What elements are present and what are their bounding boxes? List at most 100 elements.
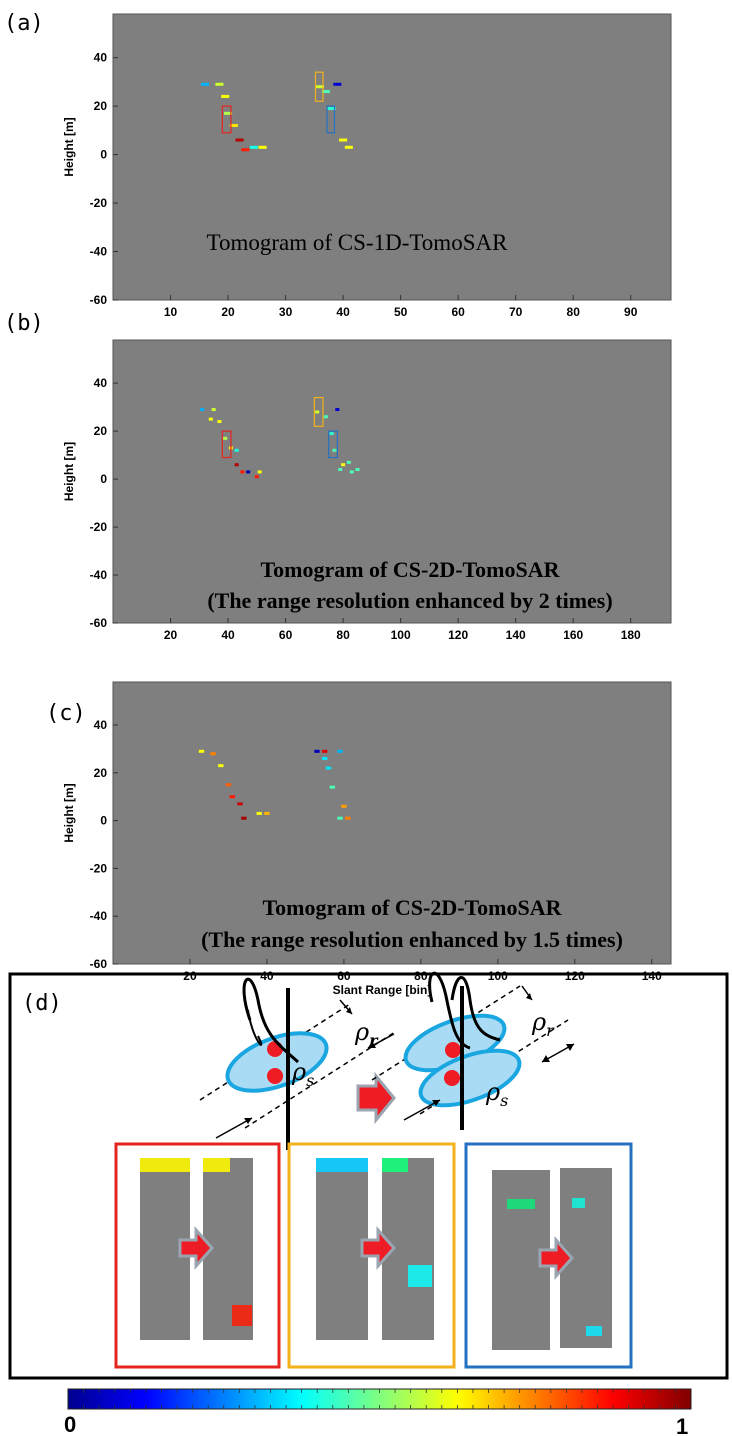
- caption-b-line1: Tomogram of CS-2D-TomoSAR: [260, 557, 560, 582]
- highlight-box-orange: [313, 396, 324, 427]
- panel-letter-a: (a): [4, 11, 44, 36]
- tomogram-plot-c: -60 -40 -20 0 20 40 20 40 60 80 100 120 140 Height [m…: [62, 681, 672, 997]
- zoom-box-blue: [464, 1142, 633, 1369]
- scatter-point: [355, 468, 360, 472]
- y-tick-label: -60: [90, 293, 108, 307]
- scatter-point: [344, 145, 353, 149]
- y-tick-label: -40: [90, 568, 108, 582]
- response-curve: [428, 971, 471, 1050]
- caption-c-line1: Tomogram of CS-2D-TomoSAR: [262, 895, 562, 920]
- highlight-box-red: [221, 105, 232, 134]
- y-tick-label: -40: [90, 245, 108, 259]
- zoom-box-orange: [287, 1142, 456, 1369]
- scatter-point: [325, 766, 332, 770]
- scatter-point: [329, 432, 334, 436]
- x-tick-label: 70: [509, 305, 523, 319]
- scatterer-dot: [267, 1041, 283, 1057]
- scatter-point: [346, 460, 351, 464]
- x-tick-label: 100: [488, 969, 508, 983]
- scatter-point: [257, 470, 262, 474]
- scatter-point: [329, 785, 336, 789]
- scatter-point: [217, 420, 222, 424]
- scatter-point: [249, 145, 258, 149]
- y-tick-label: -20: [90, 196, 108, 210]
- rho-r-symbol: ρr: [354, 1018, 379, 1050]
- x-tick-label: 100: [391, 628, 411, 642]
- y-tick-label: 40: [94, 376, 108, 390]
- plot-area: [112, 681, 672, 965]
- scatter-point: [215, 82, 224, 86]
- scatter-point: [345, 816, 351, 820]
- y-tick-label: 0: [100, 472, 107, 486]
- x-tick-label: 80: [567, 305, 581, 319]
- y-tick-label: 40: [94, 51, 108, 65]
- x-tick-label: 180: [621, 628, 641, 642]
- scatter-point: [338, 468, 343, 472]
- scatter-point: [211, 408, 216, 412]
- scatter-point: [254, 475, 259, 479]
- resolution-ellipse: [225, 1031, 329, 1093]
- caption-c-line2: (The range resolution enhanced by 1.5 ti…: [201, 927, 623, 952]
- scatter-point: [208, 417, 213, 421]
- y-tick-label: -60: [90, 957, 108, 971]
- y-tick-label: -40: [90, 909, 108, 923]
- scatter-point: [315, 410, 320, 414]
- scatter-point: [234, 448, 239, 452]
- scatter-point: [321, 756, 328, 760]
- y-tick-label: 40: [94, 718, 108, 732]
- scatter-point: [229, 795, 235, 799]
- x-tick-label: 80: [414, 969, 428, 983]
- x-tick-label: 10: [164, 305, 178, 319]
- scatter-point: [225, 783, 232, 787]
- scatter-point: [246, 470, 251, 474]
- x-axis-label: Slant Range [bin]: [333, 983, 432, 997]
- schematic-frame: [8, 972, 729, 1380]
- x-tick-label: 40: [260, 969, 274, 983]
- x-tick-label: 80: [336, 628, 350, 642]
- y-tick-label: -20: [90, 861, 108, 875]
- y-axis-label: Height [m]: [62, 442, 76, 501]
- scatter-point: [229, 123, 238, 127]
- y-tick-label: 0: [100, 814, 107, 828]
- scatter-point: [349, 470, 354, 474]
- x-tick-label: 50: [394, 305, 408, 319]
- response-curve: [450, 976, 501, 1042]
- panel-letter-b: (b): [4, 311, 44, 336]
- x-tick-label: 120: [565, 969, 585, 983]
- x-tick-label: 160: [563, 628, 583, 642]
- scatterer-dot: [267, 1068, 283, 1084]
- highlight-box-orange: [314, 71, 324, 102]
- x-tick-label: 60: [337, 969, 351, 983]
- scatter-point: [200, 408, 205, 412]
- colorbar-max-label: 1: [676, 1414, 688, 1436]
- scatter-point: [198, 749, 205, 753]
- scatter-point: [314, 749, 320, 753]
- highlight-box-red: [221, 430, 232, 459]
- y-tick-label: 0: [100, 148, 107, 162]
- scatter-point: [321, 90, 330, 94]
- colorbar: 0 1: [64, 1388, 692, 1436]
- scatter-point: [341, 804, 347, 808]
- scatter-point: [337, 816, 343, 820]
- rho-r-symbol: ρr: [531, 1008, 555, 1040]
- y-tick-label: 20: [94, 99, 108, 113]
- y-axis-label: Height [m]: [62, 783, 76, 842]
- x-tick-label: 90: [624, 305, 638, 319]
- scatter-point: [327, 107, 336, 111]
- caption-b-line2: (The range resolution enhanced by 2 time…: [207, 588, 612, 613]
- resolution-cell-left: ρr ρs: [199, 977, 396, 1150]
- scatter-point: [221, 94, 230, 98]
- highlight-box-blue: [328, 430, 338, 459]
- scatter-point: [218, 764, 224, 768]
- y-tick-label: -60: [90, 616, 108, 630]
- scatter-point: [234, 463, 239, 467]
- scatter-point: [258, 145, 267, 149]
- scatter-point: [339, 138, 348, 142]
- x-tick-label: 30: [279, 305, 293, 319]
- tomogram-plot-b: -60 -40 -20 0 20 40 20 40 60 80 100 120 140 160 180 Hei…: [62, 339, 672, 642]
- scatter-point: [332, 448, 337, 452]
- scatter-point: [241, 148, 250, 152]
- x-tick-label: 40: [336, 305, 350, 319]
- scatter-point: [335, 408, 340, 412]
